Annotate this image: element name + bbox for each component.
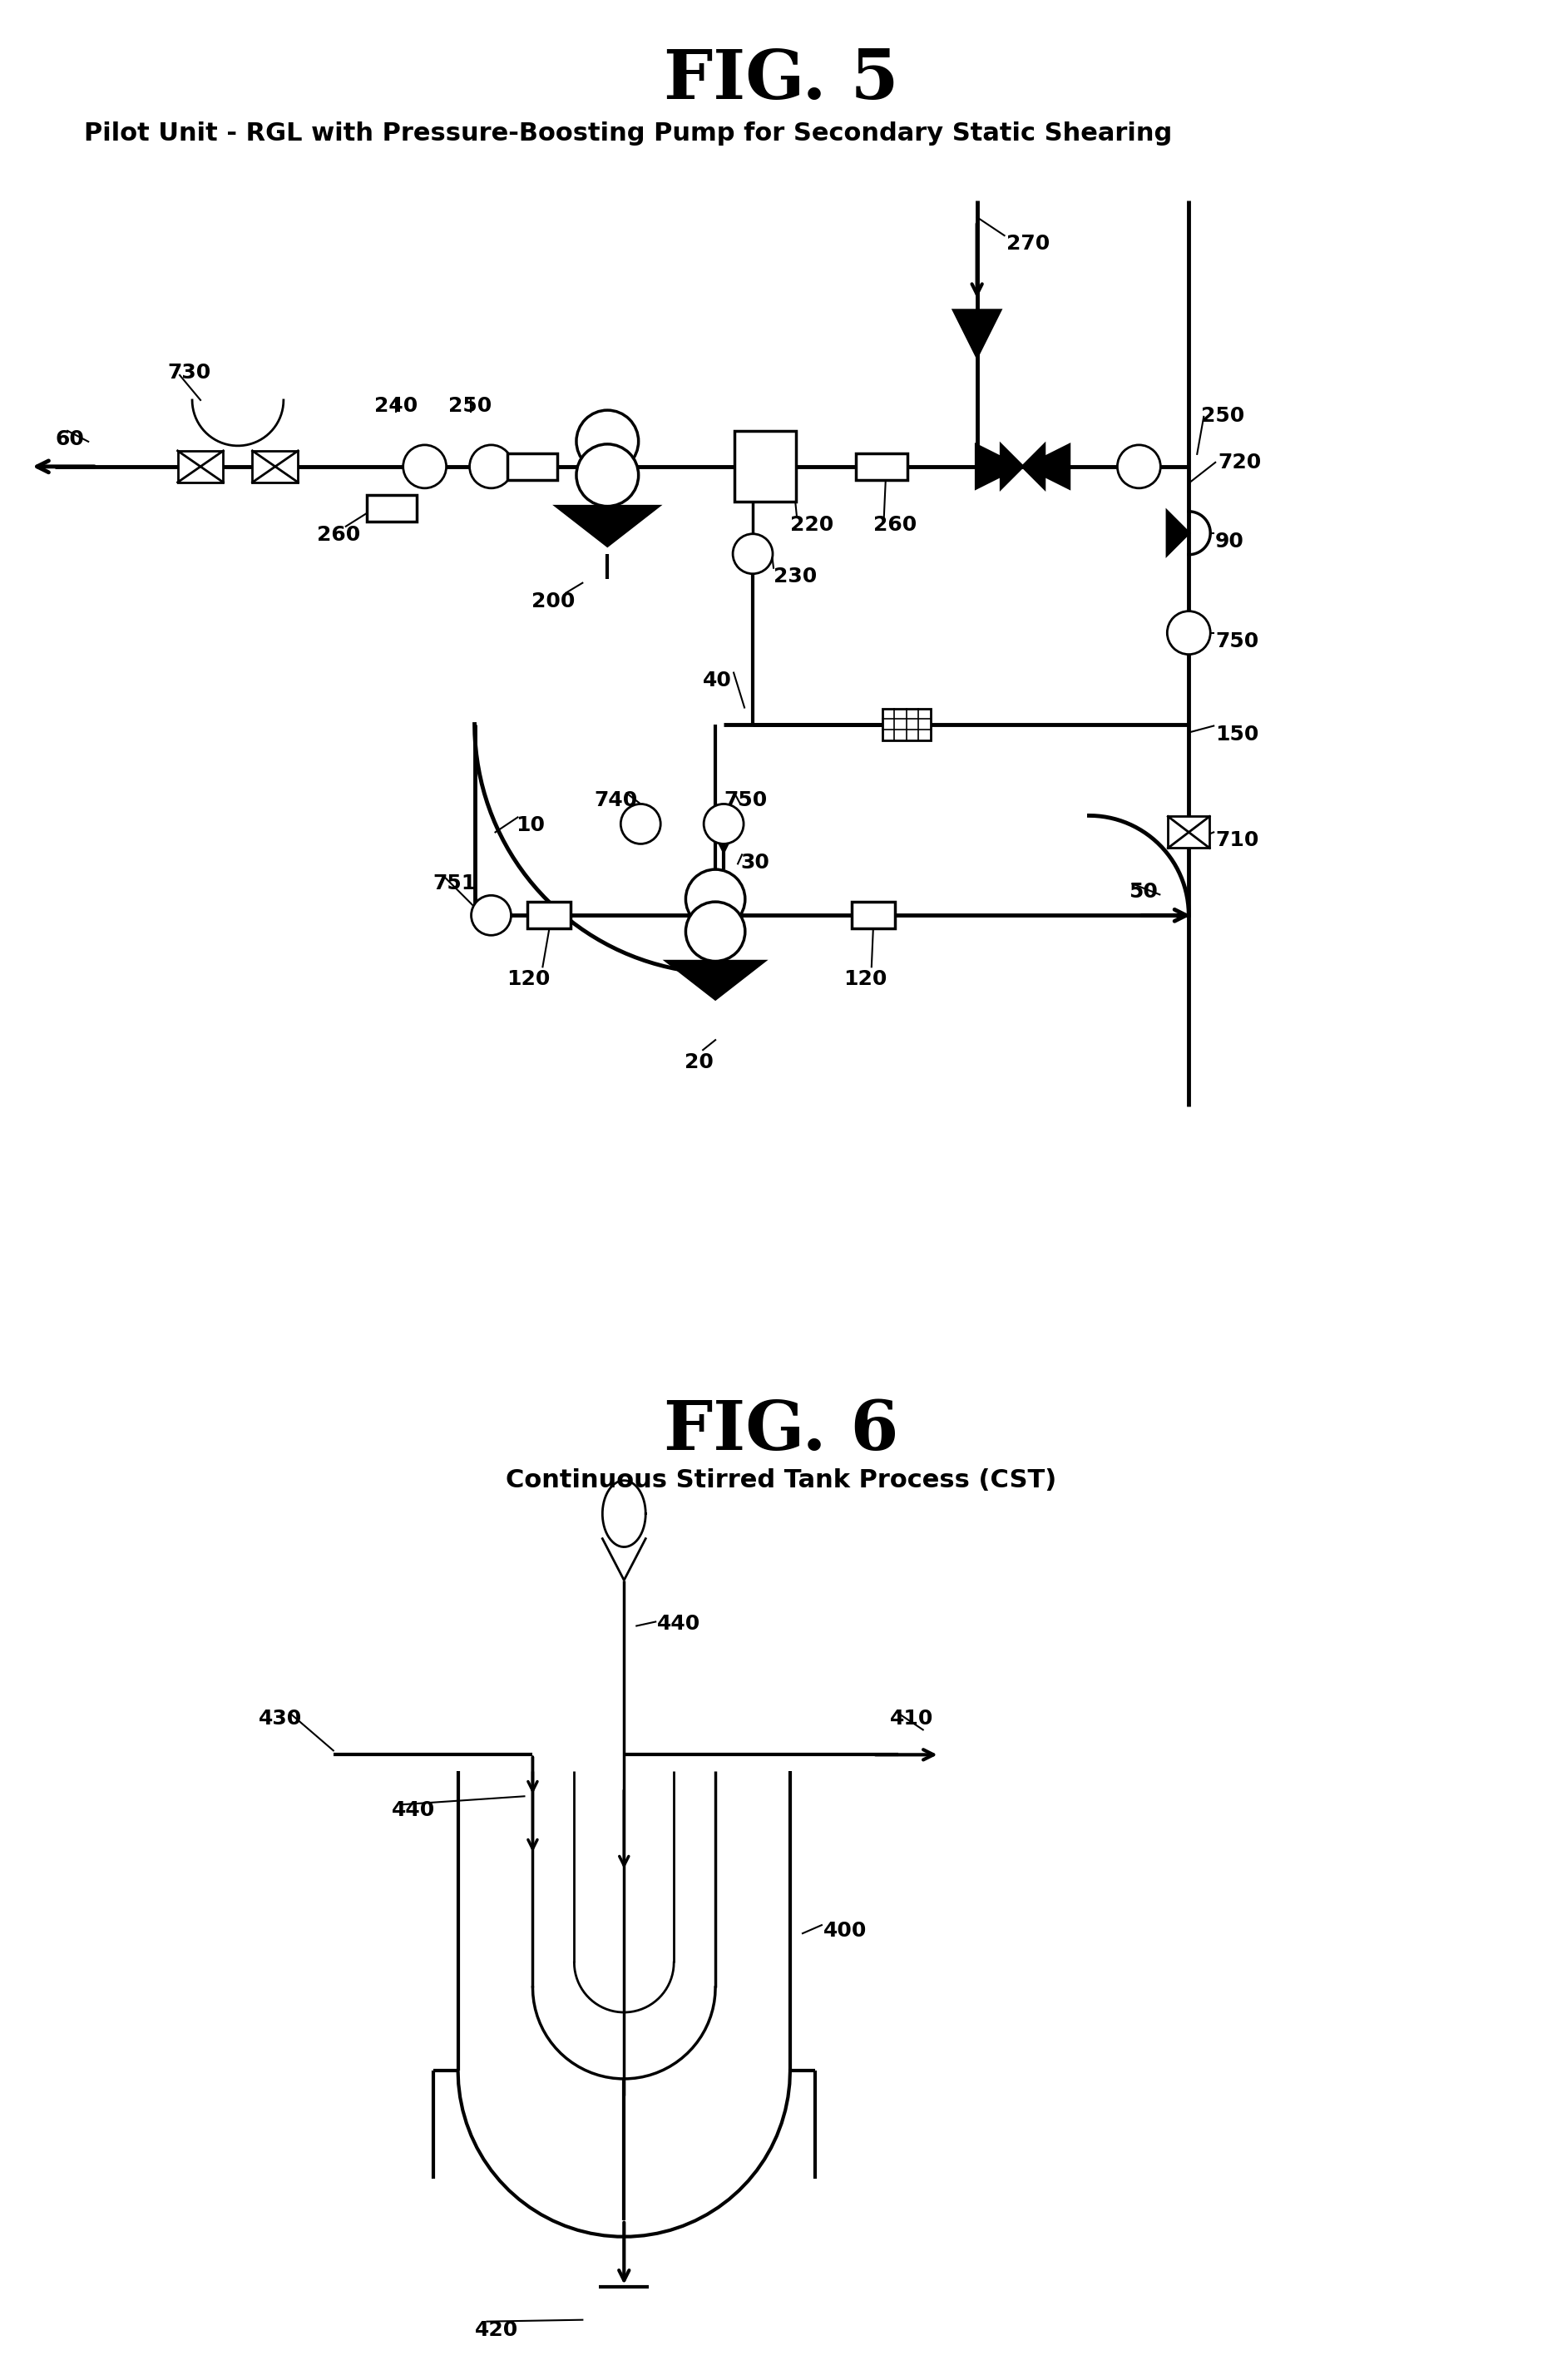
- Text: Pilot Unit - RGL with Pressure-Boosting Pump for Secondary Static Shearing: Pilot Unit - RGL with Pressure-Boosting …: [84, 121, 1173, 145]
- Polygon shape: [1167, 512, 1189, 555]
- Text: 420: 420: [475, 2320, 519, 2340]
- Circle shape: [620, 804, 661, 845]
- Text: 40: 40: [703, 671, 733, 690]
- Circle shape: [733, 533, 773, 574]
- Text: 710: 710: [1215, 831, 1259, 850]
- Bar: [883, 709, 931, 740]
- Text: 200: 200: [531, 590, 575, 612]
- Text: 750: 750: [1215, 631, 1259, 652]
- Text: 60: 60: [55, 428, 84, 450]
- Text: FIG. 5: FIG. 5: [664, 48, 898, 114]
- Text: 440: 440: [392, 1799, 434, 1821]
- Polygon shape: [954, 309, 1000, 357]
- Polygon shape: [667, 962, 764, 1000]
- Circle shape: [1167, 612, 1211, 654]
- Bar: [178, 450, 223, 483]
- Bar: [851, 902, 895, 928]
- Bar: [528, 902, 570, 928]
- Text: 50: 50: [1129, 883, 1157, 902]
- Text: 410: 410: [890, 1709, 934, 1728]
- Text: 730: 730: [167, 362, 211, 383]
- Polygon shape: [556, 507, 658, 545]
- Circle shape: [576, 409, 639, 471]
- Text: 400: 400: [823, 1921, 867, 1942]
- Text: 740: 740: [594, 790, 637, 812]
- Text: 720: 720: [1218, 452, 1261, 471]
- Circle shape: [1117, 445, 1161, 488]
- Circle shape: [704, 804, 744, 845]
- Text: FIG. 6: FIG. 6: [664, 1397, 898, 1464]
- Bar: [734, 431, 797, 502]
- Bar: [1168, 816, 1209, 847]
- Text: 260: 260: [317, 524, 361, 545]
- Circle shape: [403, 445, 447, 488]
- Circle shape: [686, 902, 745, 962]
- Text: 440: 440: [658, 1614, 701, 1633]
- Polygon shape: [1026, 445, 1068, 488]
- Bar: [253, 450, 298, 483]
- Polygon shape: [1001, 445, 1023, 488]
- Text: 260: 260: [873, 514, 917, 536]
- Text: 10: 10: [515, 816, 545, 835]
- Bar: [508, 452, 558, 481]
- Circle shape: [576, 445, 639, 507]
- Circle shape: [472, 895, 511, 935]
- Text: 90: 90: [1215, 531, 1245, 552]
- Text: 220: 220: [790, 514, 834, 536]
- Polygon shape: [976, 445, 1020, 488]
- Text: Continuous Stirred Tank Process (CST): Continuous Stirred Tank Process (CST): [506, 1468, 1056, 1492]
- Text: 751: 751: [433, 873, 476, 895]
- Polygon shape: [1023, 445, 1045, 488]
- Text: 240: 240: [373, 395, 417, 416]
- Text: 230: 230: [773, 566, 817, 585]
- Text: 30: 30: [740, 852, 770, 873]
- Bar: [367, 495, 417, 521]
- Circle shape: [470, 445, 512, 488]
- Circle shape: [686, 869, 745, 928]
- Text: 750: 750: [723, 790, 767, 812]
- Text: 20: 20: [684, 1052, 714, 1073]
- Text: 430: 430: [259, 1709, 301, 1728]
- Text: 250: 250: [1201, 407, 1245, 426]
- Text: 150: 150: [1215, 724, 1259, 745]
- Text: 120: 120: [506, 969, 550, 990]
- Text: 120: 120: [843, 969, 887, 990]
- Text: 250: 250: [448, 395, 492, 416]
- Text: 270: 270: [1006, 233, 1050, 255]
- Bar: [856, 452, 908, 481]
